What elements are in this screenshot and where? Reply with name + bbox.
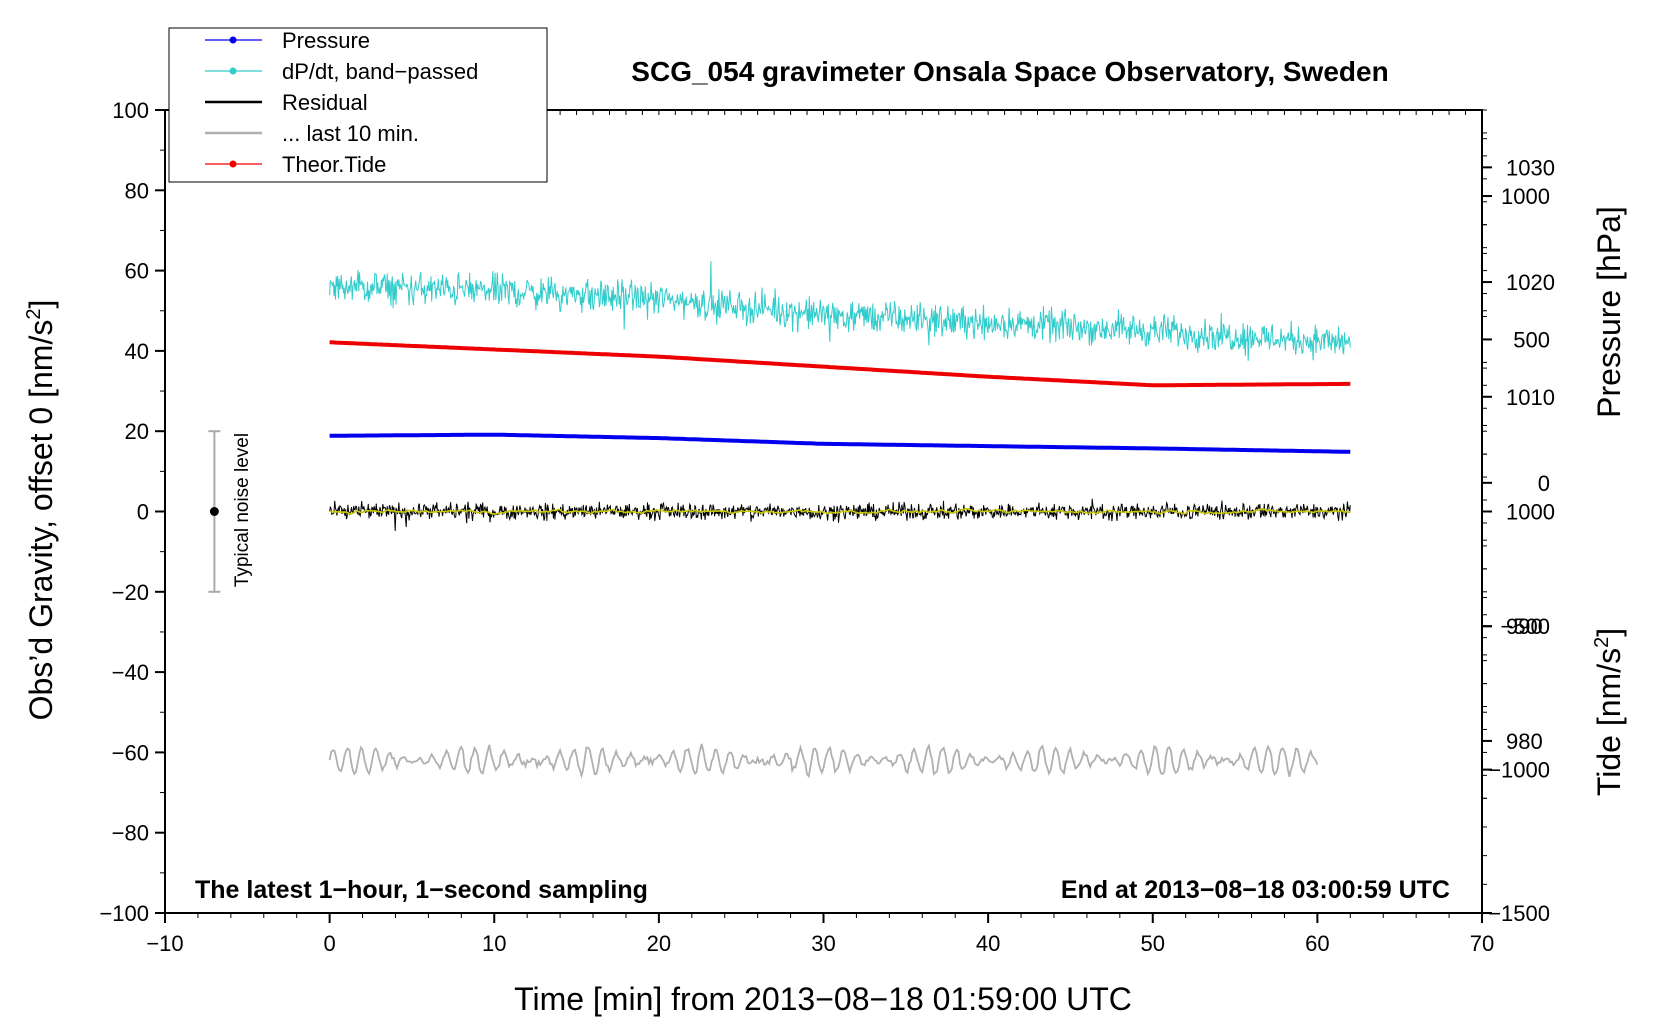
pressure-tick-label: 990 — [1506, 614, 1543, 639]
y-axis-label-tide-sup: 2 — [1591, 637, 1613, 648]
series-line-residual — [329, 498, 1351, 532]
x-tick-label: 40 — [976, 931, 1000, 956]
pressure-tick-label: 1030 — [1506, 155, 1555, 180]
x-tick-label: −10 — [146, 931, 183, 956]
series-line-dp-dt-band-passed — [329, 260, 1351, 361]
y-tick-label: −100 — [99, 901, 149, 926]
y-tick-label: 80 — [125, 178, 149, 203]
x-tick-label: 10 — [482, 931, 506, 956]
y-axis-label-left: Obs’d Gravity, offset 0 [nm/s2] — [23, 300, 59, 721]
y-tick-label: −20 — [112, 580, 149, 605]
legend-marker — [229, 67, 237, 75]
legend-label: Theor.Tide — [282, 152, 386, 177]
y-tick-label: −60 — [112, 740, 149, 765]
series-line-pressure — [329, 432, 1351, 454]
legend-marker — [229, 36, 237, 44]
chart-title: SCG_054 gravimeter Onsala Space Observat… — [631, 56, 1388, 87]
tide-tick-label: 1000 — [1501, 184, 1550, 209]
series-line-last-10-min — [328, 743, 1319, 779]
y-tick-label: 40 — [125, 339, 149, 364]
legend-label: Residual — [282, 90, 368, 115]
x-axis-label: Time [min] from 2013−08−18 01:59:00 UTC — [514, 981, 1132, 1017]
x-tick-label: 30 — [811, 931, 835, 956]
tide-tick-label: −500 — [1500, 614, 1550, 639]
pressure-tick-label: 1020 — [1506, 270, 1555, 295]
legend-label: Pressure — [282, 28, 370, 53]
tide-tick-label: 500 — [1513, 327, 1550, 352]
x-tick-label: 70 — [1470, 931, 1494, 956]
legend-marker — [229, 160, 237, 168]
annotation-sampling: The latest 1−hour, 1−second sampling — [195, 876, 648, 904]
series-line-residual-smoothed — [329, 507, 1351, 516]
x-tick-label: 50 — [1141, 931, 1165, 956]
series-line-theor-tide — [329, 340, 1351, 388]
legend-label: dP/dt, band−passed — [282, 59, 478, 84]
axis-ticks: −10 0 10 20 30 40 50 60 70100806040200−20−40−60−… — [99, 98, 1555, 956]
x-tick-label: 20 — [647, 931, 671, 956]
noise-level-bar — [208, 430, 221, 593]
y-axis-label-tide: Tide [nm/s2] — [1591, 628, 1627, 796]
pressure-tick-label: 1010 — [1506, 385, 1555, 410]
legend-box — [168, 27, 548, 183]
y-axis-label-pressure: Pressure [hPa] — [1591, 206, 1627, 418]
legend: Pressure dP/dt, band−passed Residual ... la… — [168, 27, 548, 183]
y-tick-label: −40 — [112, 660, 149, 685]
tide-tick-label: −1500 — [1488, 901, 1550, 926]
y-axis-label-left-sup: 2 — [23, 309, 45, 320]
tide-tick-label: −1000 — [1488, 758, 1550, 783]
y-axis-label-left-end: ] — [23, 300, 59, 309]
noise-bar-center-dot — [209, 507, 219, 516]
tide-tick-label: 0 — [1538, 471, 1550, 496]
pressure-tick-label: 980 — [1506, 729, 1543, 754]
y-axis-label-tide-end: ] — [1591, 628, 1627, 637]
noise-level-label: Typical noise level — [232, 433, 253, 587]
x-tick-label: 0 — [324, 931, 336, 956]
annotation-end-time: End at 2013−08−18 03:00:59 UTC — [1061, 876, 1450, 904]
x-tick-label: 60 — [1305, 931, 1329, 956]
legend-label: ... last 10 min. — [282, 121, 419, 146]
y-tick-label: −80 — [112, 821, 149, 846]
series-layer — [328, 260, 1351, 779]
y-tick-label: 60 — [125, 259, 149, 284]
pressure-tick-label: 1000 — [1506, 500, 1555, 525]
y-tick-label: 100 — [112, 98, 149, 123]
y-tick-label: 20 — [125, 419, 149, 444]
y-tick-label: 0 — [137, 500, 149, 525]
